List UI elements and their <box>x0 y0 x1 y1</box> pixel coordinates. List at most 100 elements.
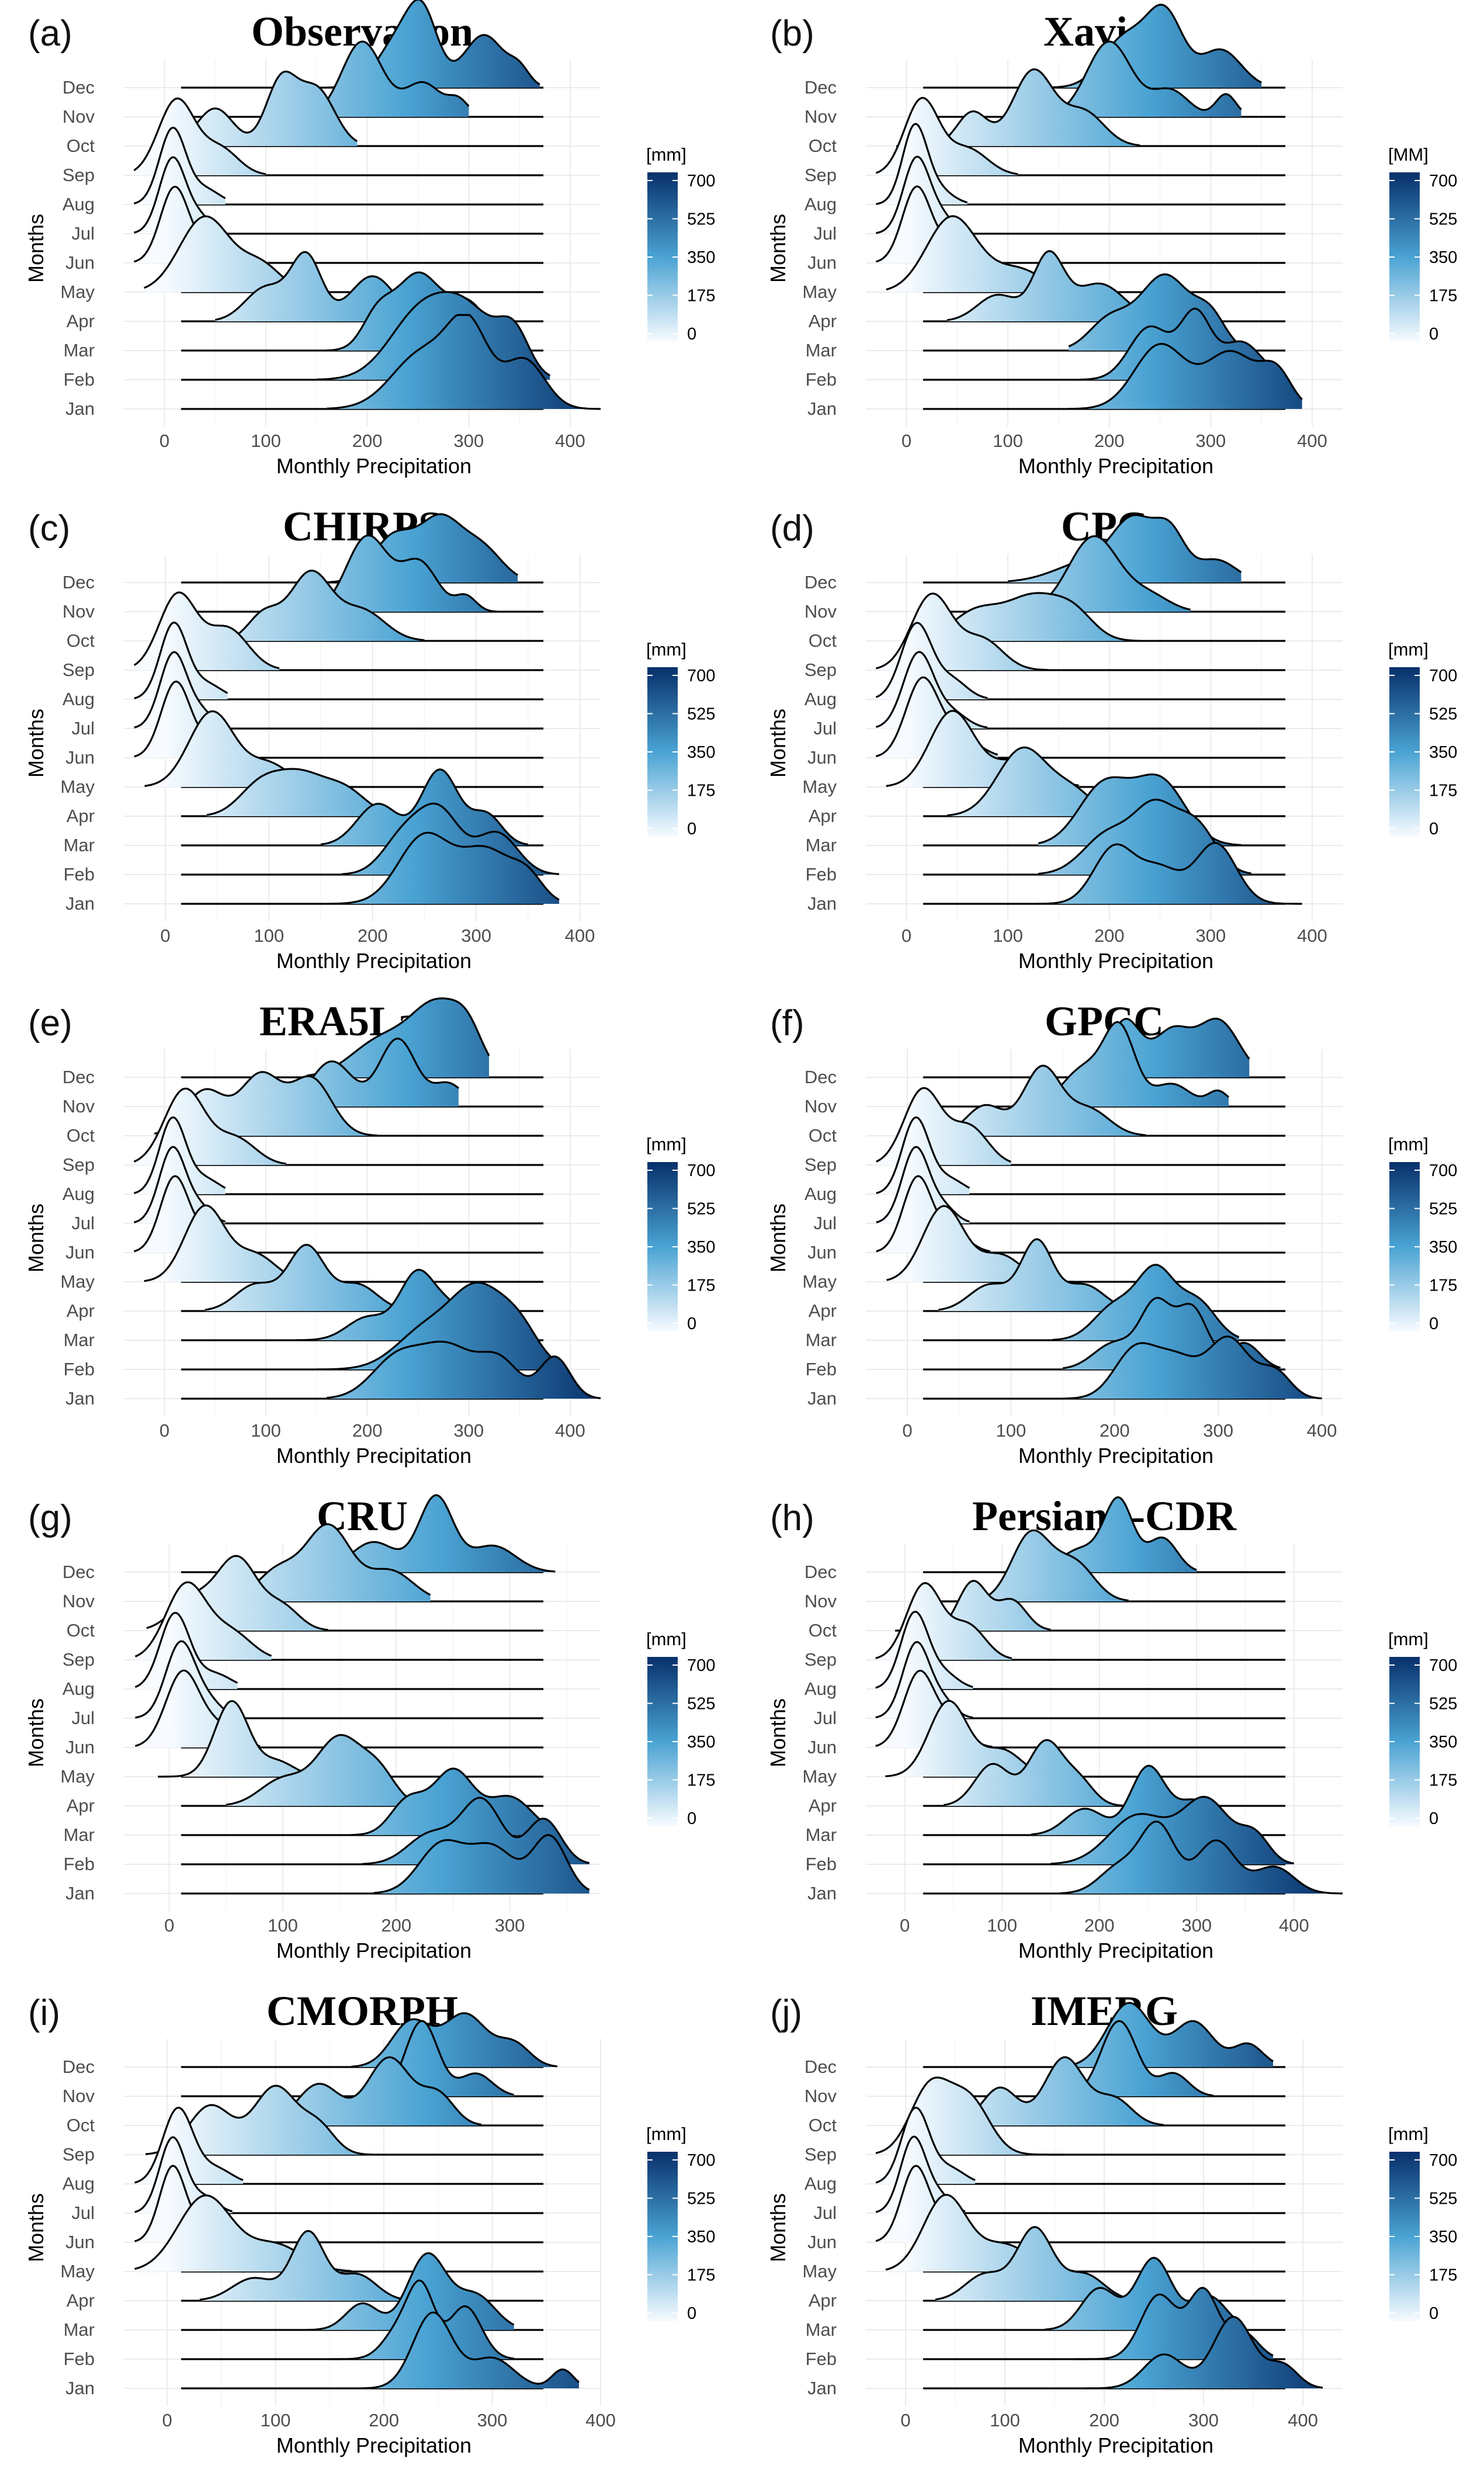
month-label: Sep <box>63 1154 95 1175</box>
x-tick-label: 300 <box>1195 431 1226 451</box>
month-label: Dec <box>805 572 837 592</box>
month-label: Mar <box>806 835 837 855</box>
panel-observation: (a) Observation Dec Nov Oct Sep Aug Jul Jun May Ap… <box>0 0 742 495</box>
ridge-outline <box>316 1281 561 1371</box>
panel-persiann-cdr: (h) Persiann-CDR Dec Nov Oct Sep Aug Jul Jun May A… <box>742 1485 1484 1979</box>
month-label: Jun <box>807 1737 837 1757</box>
ridge-outline <box>875 592 1049 671</box>
ridge-outline <box>134 622 228 699</box>
legend-title: [mm] <box>646 2124 686 2144</box>
legend-tick-label: 175 <box>687 1771 715 1790</box>
month-label: Sep <box>63 2144 95 2165</box>
ridge-outline <box>327 314 601 410</box>
ridge-may <box>885 2194 1286 2273</box>
ridge-outline <box>1038 842 1302 905</box>
month-label: Feb <box>806 864 837 885</box>
month-label: Aug <box>63 1184 95 1204</box>
legend-tick-label: 175 <box>1429 2266 1457 2285</box>
legend-tick-label: 0 <box>1429 1315 1438 1333</box>
month-label: Mar <box>64 340 95 360</box>
month-label: Dec <box>805 2057 837 2077</box>
y-axis-title: Months <box>766 2193 790 2262</box>
month-label: Nov <box>63 1096 95 1116</box>
color-legend: [mm]700 525 350 175 0 <box>646 1134 715 1333</box>
ridge-fill <box>1038 842 1302 904</box>
ridge-outline <box>134 1612 238 1688</box>
month-label: Jul <box>71 1708 95 1728</box>
ridge-may <box>144 710 544 788</box>
ridge-fill <box>135 1670 261 1747</box>
ridge-fill <box>134 2137 233 2213</box>
ridge-fill <box>144 711 352 787</box>
month-label: Feb <box>806 1854 837 1874</box>
x-tick-label: 0 <box>902 1420 912 1441</box>
ridge-outline <box>133 1116 226 1194</box>
legend-title: [mm] <box>1388 1629 1428 1649</box>
ridge-fill <box>935 2227 1134 2301</box>
legend-title: [mm] <box>1388 1134 1428 1154</box>
ridge-outline <box>1068 273 1242 348</box>
month-label: Jan <box>807 893 837 914</box>
legend-tick-label: 350 <box>687 1733 715 1752</box>
month-label: Mar <box>64 835 95 855</box>
ridge-fill <box>1060 1821 1343 1894</box>
ridge-fill <box>1018 536 1191 612</box>
ridge-outline <box>1052 1264 1240 1341</box>
ridge-fill <box>321 535 497 612</box>
x-tick-label: 300 <box>453 431 484 451</box>
ridge-outline <box>1007 514 1242 582</box>
legend-tick-label: 350 <box>1429 248 1457 267</box>
x-tick-label: 200 <box>352 1420 383 1441</box>
y-axis-title: Months <box>24 214 48 283</box>
x-tick-label: 0 <box>902 925 911 946</box>
ridgeline-plot: (h) Persiann-CDRDecNovOctSepAugJulJunMayA… <box>766 1493 1457 1962</box>
ridge-fill <box>1008 515 1242 582</box>
x-axis-title: Monthly Precipitation <box>276 949 471 973</box>
month-label: Aug <box>805 1184 837 1204</box>
x-axis-title: Monthly Precipitation <box>1018 949 1213 973</box>
ridge-jan <box>181 831 560 905</box>
legend-tick-label: 0 <box>687 2304 696 2323</box>
y-axis-title: Months <box>24 709 48 778</box>
y-axis-title: Months <box>766 1698 790 1767</box>
legend-tick-label: 700 <box>1429 667 1457 685</box>
color-legend: [mm]700 525 350 175 0 <box>1388 1629 1457 1828</box>
ridge-jan <box>923 842 1302 905</box>
month-label: Jul <box>813 1213 837 1233</box>
x-tick-label: 400 <box>1307 1420 1337 1441</box>
ridge-outline <box>144 215 307 291</box>
ridge-outline <box>306 40 470 116</box>
panel-tag: (g) <box>28 1498 72 1538</box>
ridge-outline <box>320 768 529 846</box>
ridge-fill <box>944 1740 1129 1806</box>
ridge-outline <box>938 1238 1146 1312</box>
ridge-fill <box>351 1768 556 1835</box>
ridge-fill <box>1021 1497 1197 1572</box>
x-tick-label: 100 <box>996 1420 1026 1441</box>
legend-tick-label: 0 <box>687 1809 696 1828</box>
x-tick-label: 0 <box>160 431 169 451</box>
ridge-fill <box>944 1530 1129 1601</box>
panel-tag: (h) <box>770 1498 814 1538</box>
legend-tick-label: 350 <box>687 1238 715 1257</box>
x-tick-label: 200 <box>1084 1915 1115 1936</box>
legend-tick-label: 175 <box>1429 782 1457 800</box>
legend-tick-label: 175 <box>1429 1277 1457 1295</box>
month-label: Oct <box>809 136 837 156</box>
ridge-outline <box>875 96 1018 175</box>
x-tick-label: 300 <box>1195 925 1226 946</box>
ridge-outline <box>876 1146 970 1223</box>
x-tick-label: 400 <box>565 925 595 946</box>
ridge-jan <box>181 2311 580 2390</box>
x-tick-label: 200 <box>1089 2410 1119 2430</box>
legend-title: [mm] <box>646 1134 686 1154</box>
ridge-fill <box>1048 41 1242 117</box>
month-label: Mar <box>64 1825 95 1845</box>
month-label: Dec <box>805 1562 837 1582</box>
month-label: May <box>802 2261 837 2281</box>
color-legend: [mm]700 525 350 175 0 <box>646 1629 715 1828</box>
x-tick-label: 300 <box>453 1420 484 1441</box>
month-label: Nov <box>805 106 837 127</box>
ridge-fill <box>946 747 1150 816</box>
ridge-outline <box>330 2279 514 2360</box>
